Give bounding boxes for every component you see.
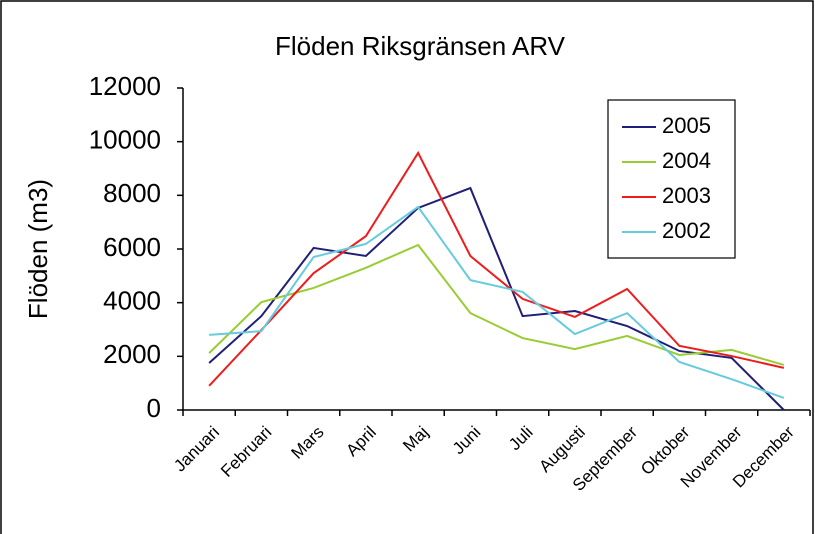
series-line	[208, 150, 785, 387]
x-tick-label: April	[342, 423, 379, 460]
x-tick-label: Juni	[449, 423, 484, 458]
series-line	[208, 243, 785, 366]
y-tick-label: 10000	[89, 125, 161, 155]
chart-title: Flöden Riksgränsen ARV	[275, 31, 566, 61]
x-tick-label: Maj	[399, 423, 432, 456]
series-line	[209, 205, 785, 399]
x-tick-label: Juli	[505, 423, 536, 454]
y-tick-label: 12000	[89, 71, 161, 101]
y-tick-label: 8000	[103, 178, 161, 208]
series-line	[208, 186, 785, 411]
legend-label: 2002	[662, 218, 711, 243]
legend-label: 2003	[662, 183, 711, 208]
x-tick-label: Januari	[170, 423, 223, 476]
y-tick-label: 6000	[103, 232, 161, 262]
legend-label: 2004	[662, 148, 711, 173]
x-tick-label: Mars	[287, 423, 327, 463]
y-tick-label: 0	[147, 393, 161, 423]
y-axis-label: Flöden (m3)	[23, 179, 53, 319]
y-tick-label: 4000	[103, 286, 161, 316]
y-tick-label: 2000	[103, 339, 161, 369]
legend-label: 2005	[662, 113, 711, 138]
x-tick-label: Februari	[217, 423, 275, 481]
